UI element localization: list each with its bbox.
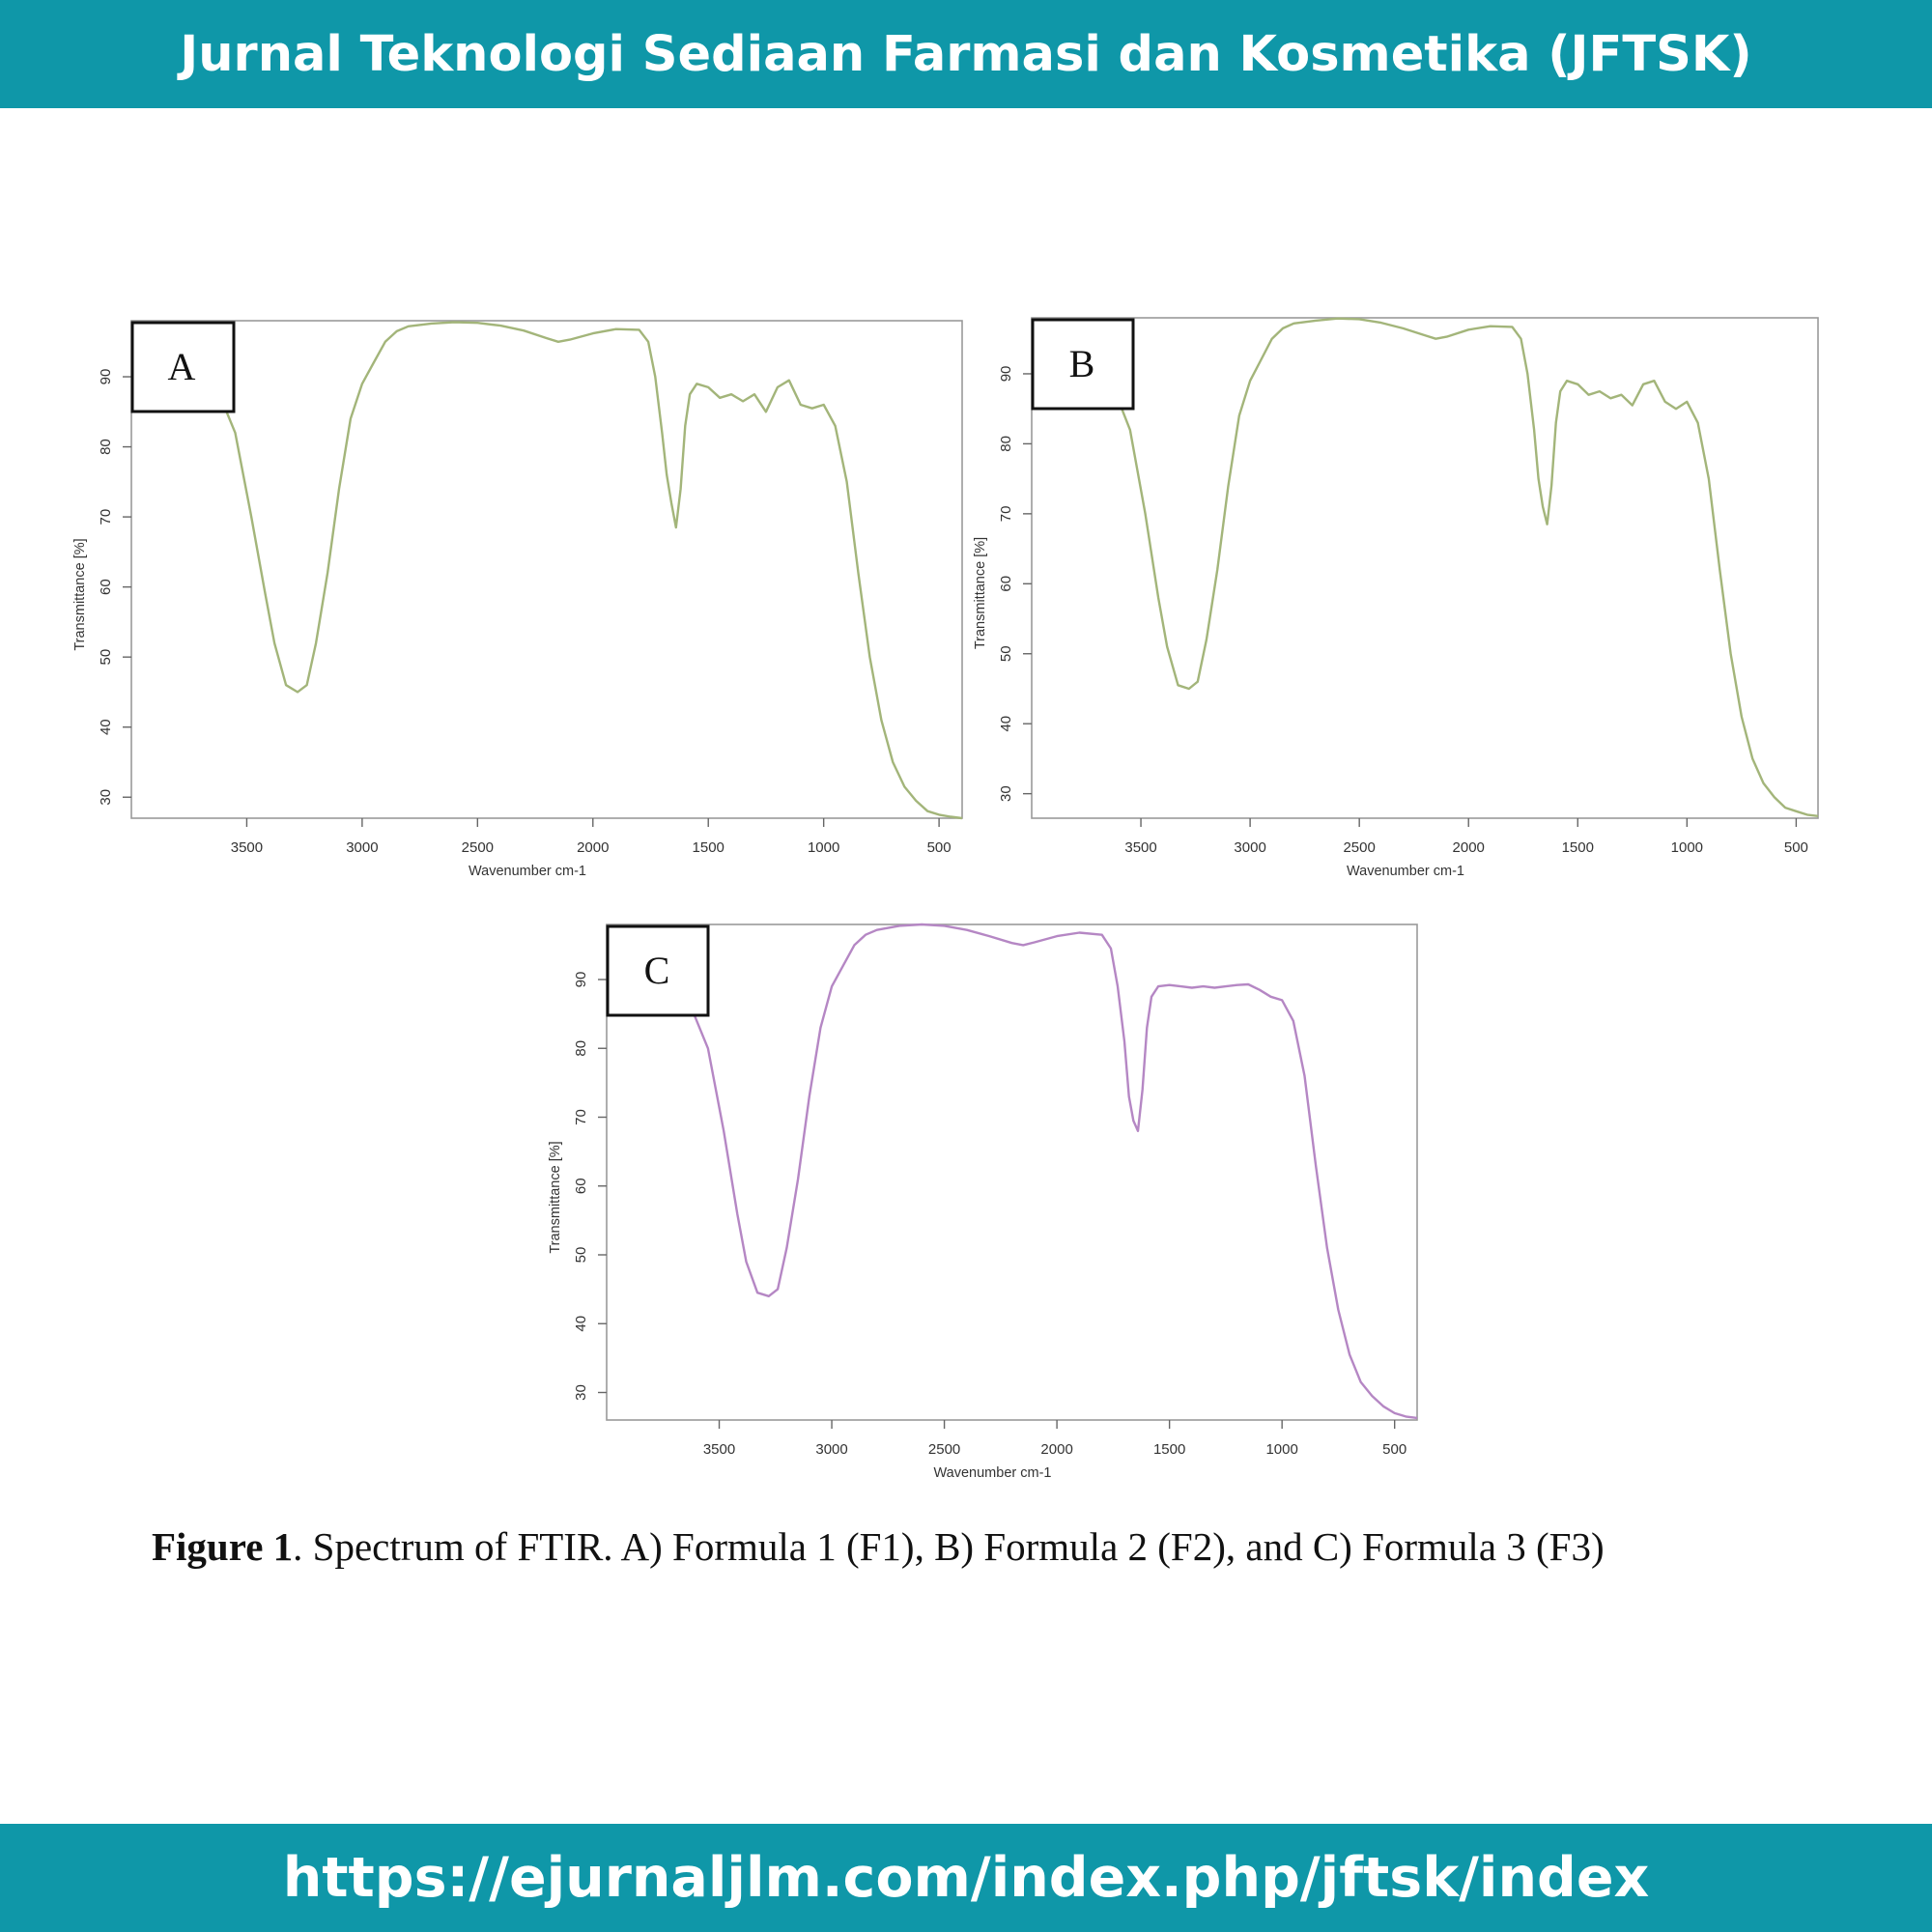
x-tick-label-c: 2500 (928, 1441, 960, 1458)
x-tick-label-c: 1500 (1153, 1441, 1185, 1458)
figure-caption: Figure 1. Spectrum of FTIR. A) Formula 1… (152, 1521, 1736, 1572)
journal-title-banner: Jurnal Teknologi Sediaan Farmasi dan Kos… (0, 0, 1932, 108)
spectrum-line-b (1106, 317, 1819, 817)
y-tick-label-b: 50 (998, 645, 1014, 662)
y-axis-label-a: Transmittance [%] (72, 538, 88, 650)
x-tick-label-a: 2000 (577, 839, 609, 856)
y-tick-label-b: 80 (998, 436, 1014, 452)
x-tick-label-b: 2500 (1343, 839, 1375, 856)
y-tick-label-b: 90 (998, 366, 1014, 383)
y-tick-label-c: 40 (573, 1316, 589, 1332)
y-tick-label-c: 50 (573, 1247, 589, 1264)
y-tick-label-a: 60 (98, 579, 114, 595)
x-tick-label-b: 3500 (1124, 839, 1156, 856)
figure-caption-text: . Spectrum of FTIR. A) Formula 1 (F1), B… (293, 1524, 1605, 1569)
x-tick-label-a: 3000 (346, 839, 378, 856)
chart-c: 3500 3000 2500 2000 1500 1000 500 30 40 50 60 70 80 9… (548, 923, 1418, 1481)
figure-caption-label: Figure 1 (152, 1524, 294, 1569)
x-axis-label-a: Wavenumber cm-1 (469, 864, 586, 879)
chart-b: 3500 3000 2500 2000 1500 1000 500 30 40 50 60 70 80 9… (973, 317, 1819, 879)
x-tick-label-b: 500 (1784, 839, 1808, 856)
panel-label-c: C (644, 949, 670, 992)
spectrum-line-a (211, 321, 963, 820)
x-tick-label-a: 3500 (231, 839, 263, 856)
x-tick-label-c: 3000 (815, 1441, 847, 1458)
panel-label-box-a (130, 321, 236, 413)
plot-frame-c (606, 923, 1418, 1421)
x-tick-label-b: 3000 (1234, 839, 1265, 856)
spectrum-line-c (684, 923, 1418, 1420)
x-tick-label-c: 500 (1382, 1441, 1406, 1458)
plot-frame-a (130, 320, 963, 819)
y-tick-label-b: 40 (998, 716, 1014, 732)
y-tick-label-a: 70 (98, 509, 114, 526)
x-axis-label-c: Wavenumber cm-1 (934, 1465, 1052, 1481)
x-tick-label-a: 500 (927, 839, 952, 856)
y-axis-label-b: Transmittance [%] (973, 537, 988, 649)
y-tick-label-c: 70 (573, 1109, 589, 1125)
panel-label-b: B (1069, 342, 1095, 385)
y-tick-label-a: 40 (98, 719, 114, 735)
chart-a: 3500 3000 2500 2000 1500 1000 500 30 40 50 60 70 80 9… (72, 320, 963, 879)
y-tick-label-a: 50 (98, 649, 114, 666)
y-tick-label-c: 90 (573, 972, 589, 988)
x-axis-label-b: Wavenumber cm-1 (1347, 864, 1464, 879)
x-tick-label-a: 2500 (462, 839, 494, 856)
y-tick-label-c: 60 (573, 1178, 589, 1194)
panel-label-box-c (606, 924, 710, 1017)
x-tick-label-c: 1000 (1265, 1441, 1297, 1458)
y-tick-label-a: 80 (98, 439, 114, 455)
y-tick-label-c: 80 (573, 1040, 589, 1057)
y-tick-label-b: 60 (998, 576, 1014, 592)
panel-label-box-b (1031, 318, 1135, 411)
x-tick-label-b: 1000 (1671, 839, 1703, 856)
x-tick-label-a: 1000 (808, 839, 839, 856)
y-tick-label-a: 30 (98, 789, 114, 806)
y-tick-label-b: 70 (998, 506, 1014, 523)
x-tick-label-b: 1500 (1562, 839, 1594, 856)
y-tick-label-c: 30 (573, 1384, 589, 1401)
panel-label-a: A (168, 345, 196, 388)
y-axis-label-c: Transmittance [%] (548, 1141, 563, 1253)
x-tick-label-c: 2000 (1040, 1441, 1072, 1458)
journal-url: https://ejurnaljlm.com/index.php/jftsk/i… (282, 1846, 1650, 1910)
y-tick-label-b: 30 (998, 785, 1014, 802)
journal-title: Jurnal Teknologi Sediaan Farmasi dan Kos… (180, 25, 1752, 83)
x-tick-label-a: 1500 (693, 839, 724, 856)
y-tick-label-a: 90 (98, 369, 114, 385)
plot-frame-b (1031, 317, 1819, 819)
x-tick-label-c: 3500 (703, 1441, 735, 1458)
x-tick-label-b: 2000 (1453, 839, 1485, 856)
journal-url-banner: https://ejurnaljlm.com/index.php/jftsk/i… (0, 1824, 1932, 1932)
